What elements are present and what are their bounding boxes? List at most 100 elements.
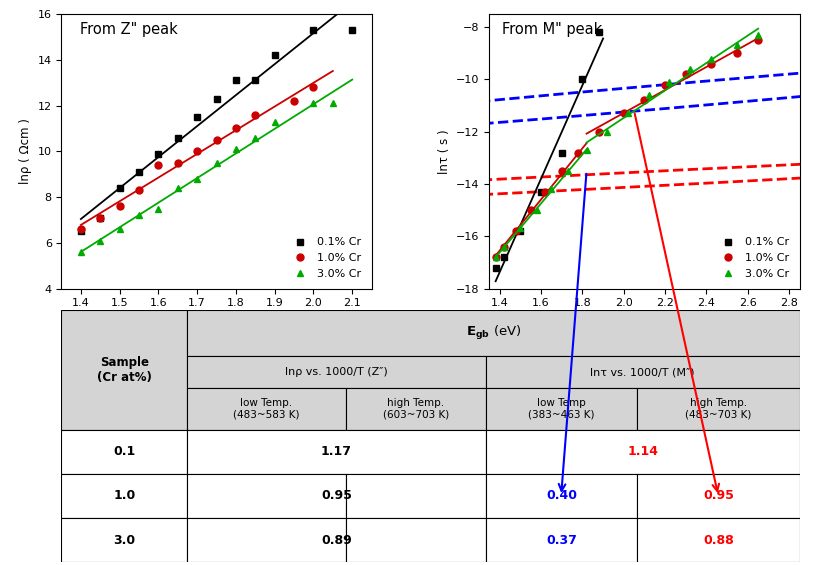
0.1% Cr [593,29,603,36]
1.0% Cr [490,254,500,260]
0.1% Cr [308,27,318,33]
1.0% Cr [76,226,86,233]
1.0% Cr [134,187,144,194]
3.0% Cr [545,186,555,193]
Text: 3.0: 3.0 [113,533,135,546]
Bar [187,357,485,388]
Text: 0.88: 0.88 [702,533,733,546]
0.1% Cr [76,228,86,235]
Bar [61,310,187,429]
3.0% Cr [532,207,541,214]
Legend: 0.1% Cr, 1.0% Cr, 3.0% Cr: 0.1% Cr, 1.0% Cr, 3.0% Cr [287,233,365,283]
1.0% Cr [173,159,183,166]
1.0% Cr [231,125,241,132]
Text: 0.37: 0.37 [545,533,577,546]
1.0% Cr [498,244,508,250]
1.0% Cr [659,81,669,88]
0.1% Cr [134,168,144,175]
1.0% Cr [289,98,299,105]
Text: high Temp.
(483~703 K): high Temp. (483~703 K) [685,398,750,420]
0.1% Cr [490,264,500,271]
X-axis label: 1000/T  ( K⁻¹ ): 1000/T ( K⁻¹ ) [602,314,686,327]
Bar [485,429,799,474]
0.1% Cr [95,214,105,221]
0.1% Cr [515,228,525,234]
3.0% Cr [515,225,525,232]
1.0% Cr [192,148,201,155]
1.0% Cr [308,84,318,91]
Text: lnτ vs. 1000/T (M″): lnτ vs. 1000/T (M″) [590,367,694,377]
1.0% Cr [250,111,260,118]
Text: 0.40: 0.40 [545,489,577,502]
Line: 0.1% Cr: 0.1% Cr [491,29,602,271]
1.0% Cr [511,228,521,234]
Text: lnρ vs. 1000/T (Z″): lnρ vs. 1000/T (Z″) [285,367,387,377]
3.0% Cr [231,146,241,153]
0.1% Cr [153,150,163,157]
1.0% Cr [572,149,582,156]
0.1% Cr [498,254,508,260]
Bar [485,357,799,388]
3.0% Cr [731,42,741,49]
Bar [187,518,346,562]
0.1% Cr [556,149,566,156]
0.1% Cr [115,185,124,192]
1.0% Cr [540,189,550,195]
Bar [346,388,485,429]
Text: 0.89: 0.89 [321,533,351,546]
1.0% Cr [556,168,566,175]
Text: 1.14: 1.14 [627,445,658,458]
Text: 1.17: 1.17 [320,445,351,458]
3.0% Cr [153,205,163,212]
3.0% Cr [663,79,673,85]
1.0% Cr [731,50,741,57]
1.0% Cr [95,214,105,221]
Bar [485,474,636,518]
Bar [485,518,636,562]
Line: 3.0% Cr: 3.0% Cr [77,100,336,255]
Line: 0.1% Cr: 0.1% Cr [77,27,355,235]
3.0% Cr [602,128,612,135]
Text: From M" peak: From M" peak [501,23,601,37]
3.0% Cr [173,185,183,192]
0.1% Cr [211,95,221,102]
1.0% Cr [593,128,603,135]
3.0% Cr [192,175,201,182]
Line: 3.0% Cr: 3.0% Cr [491,32,761,260]
X-axis label: 1000/T  ( K⁻¹ ): 1000/T ( K⁻¹ ) [174,314,258,327]
Bar [636,518,799,562]
Line: 1.0% Cr: 1.0% Cr [491,37,761,260]
1.0% Cr [211,137,221,144]
Y-axis label: lnτ ( s ): lnτ ( s ) [437,129,450,173]
Bar [61,518,187,562]
Y-axis label: lnρ ( Ωcm ): lnρ ( Ωcm ) [19,119,32,184]
3.0% Cr [581,147,590,154]
1.0% Cr [705,60,715,67]
0.1% Cr [347,27,357,33]
0.1% Cr [577,76,586,83]
3.0% Cr [95,237,105,244]
3.0% Cr [250,134,260,141]
Legend: 0.1% Cr, 1.0% Cr, 3.0% Cr: 0.1% Cr, 1.0% Cr, 3.0% Cr [714,233,793,283]
0.1% Cr [536,189,545,195]
3.0% Cr [269,118,279,125]
1.0% Cr [115,203,124,210]
Bar [61,429,187,474]
0.1% Cr [269,52,279,59]
1.0% Cr [618,110,628,117]
Text: 0.95: 0.95 [702,489,733,502]
0.1% Cr [231,77,241,84]
Bar [187,474,346,518]
0.1% Cr [192,114,201,120]
3.0% Cr [753,32,762,38]
Bar [346,474,485,518]
1.0% Cr [639,97,649,104]
3.0% Cr [498,244,508,250]
Text: From Z" peak: From Z" peak [80,23,178,37]
Bar [346,518,485,562]
1.0% Cr [753,37,762,44]
Text: $\mathbf{E_{gb}}$ (eV): $\mathbf{E_{gb}}$ (eV) [465,324,520,342]
3.0% Cr [643,92,653,98]
3.0% Cr [563,168,572,175]
3.0% Cr [622,110,632,117]
